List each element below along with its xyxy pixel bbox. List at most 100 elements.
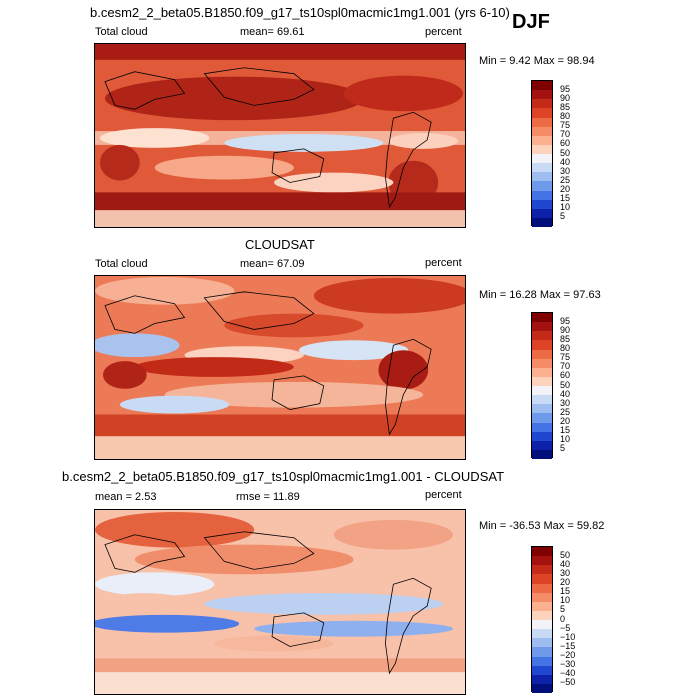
panel2-colorbar-segment bbox=[532, 449, 552, 459]
panel2-colorbar-segment bbox=[532, 422, 552, 432]
panel2-units: percent bbox=[425, 257, 462, 269]
panel2-colorbar-segment bbox=[532, 395, 552, 405]
panel3-colorbar bbox=[531, 546, 553, 693]
panel1-minmax: Min = 9.42 Max = 98.94 bbox=[479, 55, 595, 67]
panel1-colorbar-segment bbox=[532, 117, 552, 127]
panel3-colorbar-label: 5 bbox=[560, 604, 566, 615]
panel3-colorbar-segment bbox=[532, 683, 552, 693]
panel3-colorbar-segment bbox=[532, 656, 552, 666]
panel1-colorbar-segment bbox=[532, 144, 552, 154]
panel2-colorbar-label: 50 bbox=[560, 379, 571, 390]
panel1-variable: Total cloud bbox=[95, 26, 148, 38]
panel1-colorbar-label: 10 bbox=[560, 202, 571, 213]
panel2-colorbar-label: 80 bbox=[560, 343, 571, 353]
panel1-colorbar-segment bbox=[532, 208, 552, 218]
panel3-colorbar-label: −50 bbox=[560, 677, 576, 688]
panel2-colorbar-label: 10 bbox=[560, 434, 571, 445]
panel3-colorbar-label: 50 bbox=[560, 549, 571, 560]
panel3-colorbar-label: 40 bbox=[560, 558, 571, 569]
panel3-colorbar-label: −15 bbox=[560, 640, 576, 651]
panel2-colorbar-segment bbox=[532, 404, 552, 414]
panel3-colorbar-segment bbox=[532, 583, 552, 593]
panel3-colorbar-segment bbox=[532, 601, 552, 611]
panel3-minmax: Min = -36.53 Max = 59.82 bbox=[479, 520, 605, 532]
panel2-colorbar-label: 60 bbox=[560, 370, 571, 381]
panel2-colorbar-segment bbox=[532, 431, 552, 441]
panel1-colorbar-segment bbox=[532, 90, 552, 100]
panel3-colorbar-label: 10 bbox=[560, 595, 571, 606]
panel2-mean: mean= 67.09 bbox=[240, 258, 305, 270]
panel3-map bbox=[94, 509, 466, 695]
panel3-title: b.cesm2_2_beta05.B1850.f09_g17_ts10spl0m… bbox=[62, 469, 505, 484]
panel2-minmax: Min = 16.28 Max = 97.63 bbox=[479, 289, 601, 301]
panel3-colorbar-label: 0 bbox=[560, 613, 566, 624]
panel3-colorbar-segment bbox=[532, 610, 552, 620]
panel1-title: b.cesm2_2_beta05.B1850.f09_g17_ts10spl0m… bbox=[90, 5, 510, 20]
panel2-colorbar-segment bbox=[532, 413, 552, 423]
panel1-colorbar-segment bbox=[532, 181, 552, 191]
panel3-colorbar-label: −10 bbox=[560, 631, 576, 642]
panel3-mean: mean = 2.53 bbox=[95, 491, 157, 503]
panel2-colorbar-segment bbox=[532, 313, 552, 323]
panel1-colorbar-label: 70 bbox=[560, 129, 571, 140]
panel2-colorbar-segment bbox=[532, 386, 552, 396]
panel3-colorbar-segment bbox=[532, 647, 552, 657]
panel1-colorbar-segment bbox=[532, 217, 552, 227]
panel3-colorbar-segment bbox=[532, 674, 552, 684]
panel3-colorbar-segment bbox=[532, 638, 552, 648]
panel1-colorbar-segment bbox=[532, 199, 552, 209]
panel1-colorbar-label: 75 bbox=[560, 120, 571, 131]
panel2-title: CLOUDSAT bbox=[245, 237, 315, 252]
panel1-colorbar-segment bbox=[532, 126, 552, 136]
panel1-colorbar-label: 15 bbox=[560, 193, 571, 204]
panel3-colorbar-segment bbox=[532, 565, 552, 575]
panel2-colorbar-segment bbox=[532, 358, 552, 368]
panel3-colorbar-label: −20 bbox=[560, 650, 576, 660]
panel2-colorbar-label: 30 bbox=[560, 397, 571, 408]
panel1-colorbar-label: 30 bbox=[560, 165, 571, 176]
panel1-colorbar-segment bbox=[532, 190, 552, 200]
panel3-colorbar-segment bbox=[532, 629, 552, 639]
panel2-colorbar-label: 25 bbox=[560, 406, 571, 417]
panel2-colorbar-label: 90 bbox=[560, 324, 571, 335]
panel2-colorbar-segment bbox=[532, 340, 552, 350]
panel3-colorbar-segment bbox=[532, 574, 552, 584]
panel3-colorbar-label: −5 bbox=[560, 622, 571, 633]
panel2-colorbar-label: 5 bbox=[560, 443, 566, 454]
panel2-colorbar-label: 85 bbox=[560, 333, 571, 344]
panel1-colorbar-label: 50 bbox=[560, 147, 571, 158]
panel1-units: percent bbox=[425, 26, 462, 38]
panel1-mean: mean= 69.61 bbox=[240, 26, 305, 38]
panel2-map bbox=[94, 275, 466, 460]
panel1-colorbar-label: 80 bbox=[560, 111, 571, 121]
panel1-colorbar-segment bbox=[532, 135, 552, 145]
panel2-colorbar-segment bbox=[532, 376, 552, 386]
panel2-colorbar-segment bbox=[532, 440, 552, 450]
panel2-colorbar-label: 15 bbox=[560, 425, 571, 436]
panel1-colorbar bbox=[531, 80, 553, 227]
panel2-colorbar-label: 70 bbox=[560, 361, 571, 372]
panel3-units: percent bbox=[425, 489, 462, 501]
panel1-colorbar-segment bbox=[532, 99, 552, 109]
panel3-colorbar-label: 15 bbox=[560, 586, 571, 597]
panel1-colorbar-label: 90 bbox=[560, 92, 571, 103]
panel1-colorbar-label: 20 bbox=[560, 184, 571, 194]
panel2-colorbar-label: 95 bbox=[560, 315, 571, 326]
panel3-colorbar-segment bbox=[532, 547, 552, 557]
panel3-rmse: rmse = 11.89 bbox=[236, 491, 300, 503]
panel2-colorbar bbox=[531, 312, 553, 459]
panel1-colorbar-segment bbox=[532, 172, 552, 182]
panel1-colorbar-label: 25 bbox=[560, 174, 571, 185]
panel1-map bbox=[94, 43, 466, 228]
panel2-colorbar-segment bbox=[532, 322, 552, 332]
panel1-colorbar-label: 60 bbox=[560, 138, 571, 149]
panel3-colorbar-segment bbox=[532, 592, 552, 602]
panel1-colorbar-label: 95 bbox=[560, 83, 571, 94]
panel2-colorbar-segment bbox=[532, 349, 552, 359]
panel2-colorbar-label: 40 bbox=[560, 388, 571, 399]
panel3-colorbar-segment bbox=[532, 665, 552, 675]
panel2-colorbar-segment bbox=[532, 331, 552, 341]
panel1-colorbar-label: 85 bbox=[560, 101, 571, 112]
panel3-colorbar-segment bbox=[532, 556, 552, 566]
panel1-colorbar-segment bbox=[532, 81, 552, 91]
